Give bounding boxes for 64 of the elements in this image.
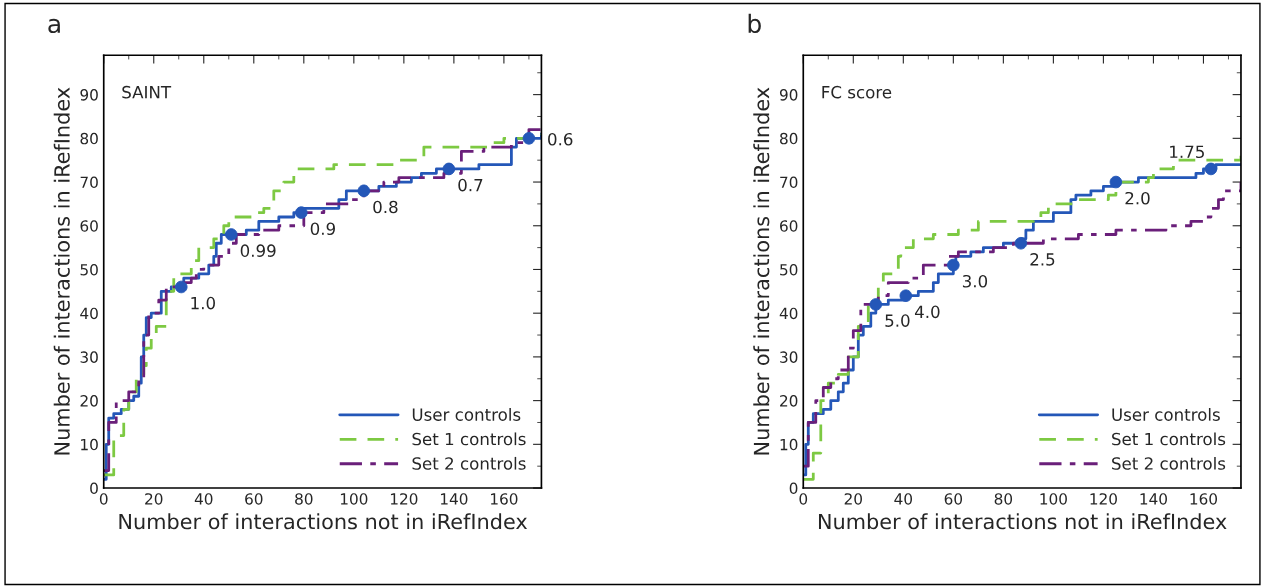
annotation: 4.0 xyxy=(914,305,940,319)
x-axis-title: Number of interactions not in iRefIndex xyxy=(119,513,528,530)
y-tick-label: 60 xyxy=(780,220,798,232)
y-axis-title: Number of interactions in iRefIndex xyxy=(53,87,70,455)
x-tick-label: 0 xyxy=(799,493,808,505)
y-tick-label: 10 xyxy=(780,438,798,451)
y-tick-label: 50 xyxy=(780,263,798,276)
y-tick-label: 30 xyxy=(80,351,98,363)
annotation: 0.7 xyxy=(458,178,483,192)
y-tick-label: 90 xyxy=(80,89,98,101)
x-tick-label: 60 xyxy=(245,493,263,505)
x-tick-label: 120 xyxy=(390,493,418,505)
x-tick-label: 100 xyxy=(340,493,368,505)
legend-label: Set 1 controls xyxy=(1112,432,1226,446)
legend-label: User controls xyxy=(412,407,521,421)
annotation: 1.0 xyxy=(191,296,215,310)
y-axis-title: Number of interactions in iRefIndex xyxy=(753,87,770,455)
annotation: 2.0 xyxy=(1125,191,1150,205)
legend-label: Set 1 controls xyxy=(412,432,526,446)
y-tick-label: 20 xyxy=(80,395,98,407)
legend-label: Set 2 controls xyxy=(1112,456,1226,470)
x-tick-label: 60 xyxy=(944,493,963,505)
x-tick-label: 120 xyxy=(1090,493,1117,505)
y-tick-label: 80 xyxy=(780,132,798,145)
annotation: 0.8 xyxy=(373,200,398,214)
annotation: 1.75 xyxy=(1170,145,1204,159)
annotation: 5.0 xyxy=(885,314,910,327)
annotation: 0.6 xyxy=(548,132,573,146)
y-tick-label: 90 xyxy=(779,89,798,101)
x-tick-label: 40 xyxy=(194,493,213,505)
y-tick-label: 0 xyxy=(90,482,98,495)
x-tick-label: 20 xyxy=(844,493,862,505)
y-tick-label: 0 xyxy=(789,482,798,495)
chart-title: a xyxy=(48,18,60,34)
annotation: FC score xyxy=(822,85,892,99)
x-tick-label: 80 xyxy=(994,493,1013,505)
legend-label: Set 2 controls xyxy=(412,456,526,470)
y-tick-label: 70 xyxy=(780,176,798,189)
x-tick-label: 0 xyxy=(99,493,108,505)
chart-title: b xyxy=(748,13,761,34)
annotation: 0.9 xyxy=(310,222,335,236)
y-tick-label: 80 xyxy=(80,132,98,145)
legend-label: User controls xyxy=(1112,407,1220,421)
y-tick-label: 30 xyxy=(780,351,798,363)
x-tick-label: 80 xyxy=(295,493,313,505)
x-axis-title: Number of interactions not in iRefIndex xyxy=(818,513,1227,530)
y-tick-label: 60 xyxy=(80,220,98,232)
annotation: 0.99 xyxy=(240,244,276,257)
y-tick-label: 20 xyxy=(780,395,798,407)
x-tick-label: 40 xyxy=(894,493,913,505)
y-tick-label: 70 xyxy=(80,176,98,189)
y-tick-label: 40 xyxy=(80,307,98,320)
x-tick-label: 140 xyxy=(1140,493,1167,505)
annotation: 2.5 xyxy=(1030,253,1055,266)
x-tick-label: 100 xyxy=(1040,493,1067,505)
y-tick-label: 10 xyxy=(81,438,98,451)
y-tick-label: 40 xyxy=(779,307,798,320)
annotation: 3.0 xyxy=(962,274,988,288)
x-tick-label: 140 xyxy=(440,493,468,505)
x-tick-label: 160 xyxy=(1190,493,1218,505)
annotation: SAINT xyxy=(122,85,172,99)
x-tick-label: 20 xyxy=(145,493,163,505)
x-tick-label: 160 xyxy=(491,493,518,505)
y-tick-label: 50 xyxy=(80,263,98,276)
